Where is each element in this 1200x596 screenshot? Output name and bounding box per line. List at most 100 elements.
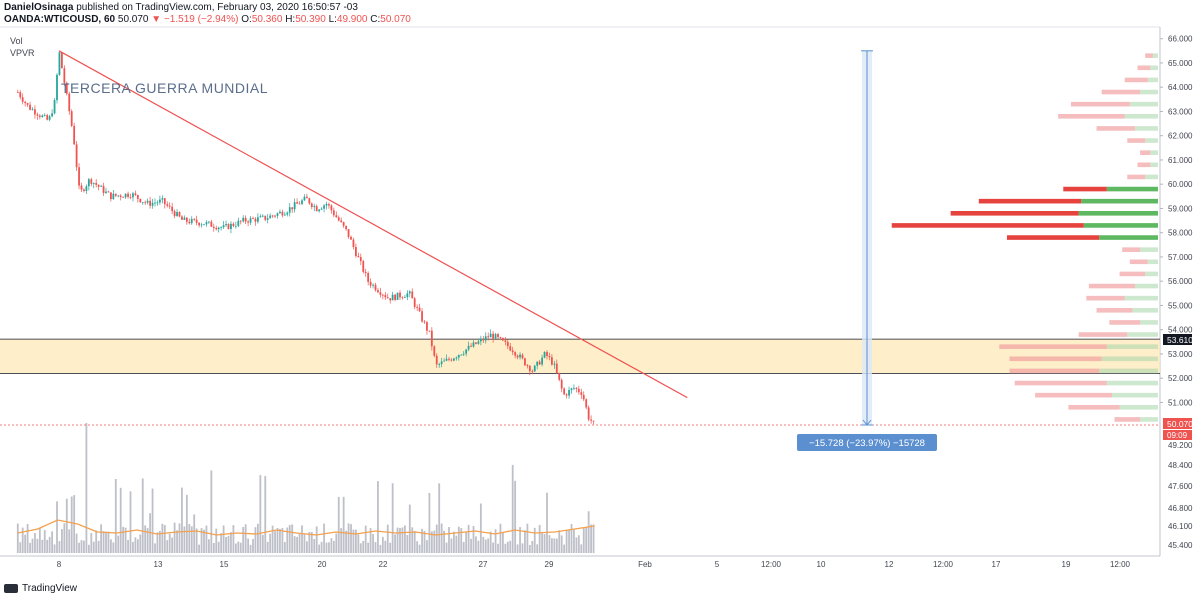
candle-body-111 (288, 207, 291, 213)
candle-body-63 (171, 206, 174, 212)
candle-206 (521, 353, 524, 360)
candle-45 (127, 191, 129, 199)
candle-body-151 (386, 297, 389, 299)
volume-bar-30 (90, 533, 93, 553)
candle-54 (149, 196, 151, 209)
volume-axis: 49.200 48.400 47.600 46.800 46.100 45.400 (1168, 441, 1193, 550)
candle-body-233 (587, 407, 590, 420)
vp-bar-down-29 (1068, 404, 1120, 410)
candle-73 (195, 215, 198, 226)
candle-171 (435, 353, 438, 368)
volume-bar-107 (279, 528, 281, 553)
annotation-text[interactable]: TERCERA GUERRA MUNDIAL (61, 80, 268, 96)
volume-bar-125 (323, 523, 325, 553)
price-tag-line: 53.610 (1163, 334, 1193, 345)
trendline[interactable] (58, 50, 688, 399)
time-tick-1: 13 (154, 560, 163, 569)
measure-tool[interactable] (861, 50, 873, 426)
candle-body-93 (244, 217, 247, 222)
measure-arrow-icon (862, 419, 872, 426)
volume-bar-104 (271, 525, 274, 553)
candle-233 (587, 405, 590, 422)
candle-body-188 (477, 341, 480, 344)
candle-51 (141, 201, 144, 205)
volume-bar-231 (582, 527, 585, 553)
volume-bar-196 (497, 543, 499, 553)
candle-85 (225, 220, 227, 227)
candle-body-116 (301, 200, 303, 204)
candle-118 (306, 193, 308, 199)
candle-11 (43, 113, 46, 117)
candle-body-50 (139, 198, 142, 203)
candle-body-2 (21, 97, 24, 102)
publish-line: DanielOsinaga published on TradingView.c… (4, 2, 411, 14)
candle-147 (377, 287, 379, 294)
volume-bar-22 (70, 496, 73, 553)
candle-83 (220, 226, 223, 231)
vp-bar-down-25 (1009, 356, 1102, 362)
candle-148 (379, 287, 382, 298)
candle-body-185 (470, 345, 472, 347)
vp-bar-down-21 (1096, 307, 1133, 313)
time-tick-8: 5 (715, 560, 720, 569)
volume-bar-11 (43, 530, 46, 553)
candle-body-103 (269, 215, 272, 219)
volume-bar-185 (470, 538, 472, 553)
candle-31 (92, 182, 95, 189)
candle-body-28 (85, 186, 88, 191)
candle-body-88 (232, 223, 235, 226)
volume-bar-14 (51, 531, 53, 553)
volume-bar-8 (36, 538, 39, 553)
candle-108 (281, 209, 284, 218)
volume-bar-224 (565, 529, 568, 553)
candle-body-209 (528, 365, 531, 372)
indicator-vol[interactable]: Vol (10, 36, 23, 46)
vp-bar-up-15 (1099, 235, 1158, 240)
candle-26 (80, 182, 83, 192)
price-tick-7: 60.000 (1168, 180, 1193, 189)
candle-208 (526, 363, 529, 369)
price-tag-line-text: 53.610 (1167, 335, 1193, 345)
price-tick-8: 59.000 (1168, 204, 1193, 213)
candle-32 (95, 179, 98, 188)
candle-body-154 (394, 294, 396, 300)
candle-110 (286, 211, 289, 217)
candle-211 (533, 364, 536, 373)
candle-body-62 (168, 205, 171, 207)
measure-label-box[interactable]: −15.728 (−23.97%) −15728 (797, 434, 937, 451)
volume-bar-219 (553, 538, 556, 553)
candle-body-216 (546, 351, 548, 357)
volume-bar-223 (563, 544, 566, 553)
price-tick-16: 51.000 (1168, 398, 1193, 407)
footer-brand[interactable]: TradingView (4, 583, 77, 594)
volume-bar-79 (210, 470, 213, 553)
candle-129 (332, 207, 335, 218)
volume-bar-58 (159, 531, 161, 553)
candle-body-35 (102, 185, 105, 193)
candle-body-199 (504, 340, 507, 342)
candle-body-34 (100, 185, 102, 187)
volume-bar-110 (286, 527, 289, 553)
candle-body-21 (68, 93, 71, 112)
candle-127 (328, 202, 330, 209)
volume-bar-5 (29, 542, 31, 553)
candle-body-94 (247, 221, 249, 223)
volume-bar-57 (156, 532, 159, 553)
volume-bar-151 (386, 524, 389, 553)
indicator-vpvr[interactable]: VPVR (10, 48, 35, 58)
volume-bar-159 (406, 534, 409, 553)
candle-body-146 (374, 284, 377, 291)
volume-bar-111 (288, 525, 291, 553)
vp-bar-up-4 (1129, 101, 1158, 107)
author-name[interactable]: DanielOsinaga (4, 2, 74, 13)
candle-body-130 (335, 215, 338, 218)
horizontal-zone[interactable] (0, 339, 1160, 374)
candle-219 (553, 360, 556, 369)
candle-197 (499, 336, 502, 339)
volume-bar-99 (259, 475, 262, 553)
volume-bar-26 (80, 540, 83, 553)
volume-bar-70 (188, 524, 191, 553)
candle-body-32 (95, 182, 98, 185)
candle-body-9 (38, 115, 41, 118)
